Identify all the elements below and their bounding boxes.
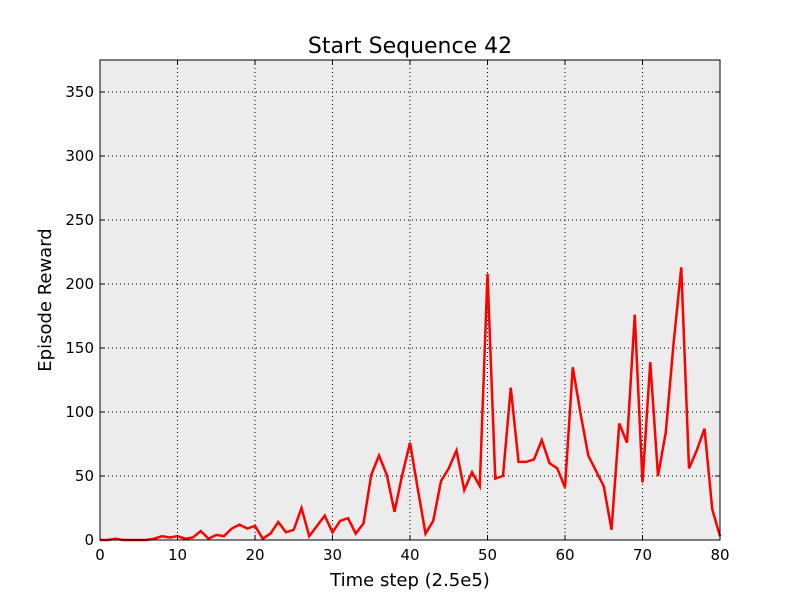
data-point xyxy=(510,386,512,388)
data-point xyxy=(401,474,403,476)
data-point xyxy=(409,442,411,444)
data-point xyxy=(417,488,419,490)
data-point xyxy=(455,449,457,451)
data-point xyxy=(672,343,674,345)
data-point xyxy=(432,520,434,522)
y-tick-label: 50 xyxy=(75,467,94,485)
data-point xyxy=(293,529,295,531)
data-point xyxy=(192,536,194,538)
data-point xyxy=(440,480,442,482)
data-point xyxy=(355,532,357,534)
data-point xyxy=(665,431,667,433)
data-point xyxy=(494,477,496,479)
x-tick-label: 30 xyxy=(323,546,342,564)
data-point xyxy=(680,266,682,268)
y-tick-label: 100 xyxy=(65,403,94,421)
data-point xyxy=(572,366,574,368)
data-point xyxy=(649,361,651,363)
data-point xyxy=(533,458,535,460)
x-tick-label: 50 xyxy=(478,546,497,564)
x-tick-label: 40 xyxy=(400,546,419,564)
data-point xyxy=(587,454,589,456)
data-point xyxy=(386,474,388,476)
data-point xyxy=(634,314,636,316)
data-point xyxy=(525,461,527,463)
y-tick-label: 200 xyxy=(65,275,94,293)
data-point xyxy=(161,535,163,537)
data-point xyxy=(324,514,326,516)
data-point xyxy=(610,529,612,531)
x-tick-label: 20 xyxy=(245,546,264,564)
data-point xyxy=(564,486,566,488)
data-point xyxy=(269,532,271,534)
x-tick-label: 10 xyxy=(168,546,187,564)
x-tick-label: 0 xyxy=(95,546,105,564)
y-axis-label: Episode Reward xyxy=(35,228,56,371)
data-point xyxy=(618,422,620,424)
data-point xyxy=(362,522,364,524)
data-point xyxy=(641,481,643,483)
data-point xyxy=(370,474,372,476)
data-point xyxy=(200,530,202,532)
data-point xyxy=(657,475,659,477)
data-point xyxy=(448,467,450,469)
data-point xyxy=(556,467,558,469)
data-point xyxy=(254,525,256,527)
y-tick-label: 300 xyxy=(65,147,94,165)
data-point xyxy=(215,534,217,536)
data-point xyxy=(246,527,248,529)
data-point xyxy=(277,521,279,523)
data-point xyxy=(486,273,488,275)
chart-title: Start Sequence 42 xyxy=(308,34,512,59)
data-point xyxy=(541,439,543,441)
data-point xyxy=(603,485,605,487)
data-point xyxy=(316,525,318,527)
data-point xyxy=(688,467,690,469)
data-point xyxy=(471,471,473,473)
x-tick-label: 80 xyxy=(710,546,729,564)
y-tick-label: 0 xyxy=(84,531,94,549)
data-point xyxy=(479,485,481,487)
data-point xyxy=(339,520,341,522)
x-tick-label: 70 xyxy=(633,546,652,564)
data-point xyxy=(703,427,705,429)
data-point xyxy=(696,449,698,451)
data-point xyxy=(308,535,310,537)
data-point xyxy=(300,507,302,509)
data-point xyxy=(238,523,240,525)
data-point xyxy=(331,531,333,533)
series-group xyxy=(100,266,722,542)
data-point xyxy=(595,470,597,472)
y-tick-label: 250 xyxy=(65,211,94,229)
y-tick-label: 150 xyxy=(65,339,94,357)
data-point xyxy=(223,535,225,537)
data-point xyxy=(517,461,519,463)
data-point xyxy=(285,531,287,533)
data-point xyxy=(626,442,628,444)
x-tick-label: 60 xyxy=(555,546,574,564)
axis-ticks: 0 10 20 30 40 50 60 70 80 0 50 100 150 200 250 300 350 xyxy=(65,60,730,564)
data-point xyxy=(231,527,233,529)
series-line-0 xyxy=(100,267,722,542)
x-axis-label: Time step (2.5e5) xyxy=(329,570,490,591)
data-point xyxy=(711,508,713,510)
data-point xyxy=(378,454,380,456)
data-point xyxy=(502,475,504,477)
y-tick-label: 350 xyxy=(65,83,94,101)
data-point xyxy=(347,517,349,519)
data-point xyxy=(579,412,581,414)
data-point xyxy=(169,536,171,538)
data-point xyxy=(463,489,465,491)
data-point xyxy=(393,511,395,513)
data-point xyxy=(548,462,550,464)
data-point xyxy=(424,532,426,534)
